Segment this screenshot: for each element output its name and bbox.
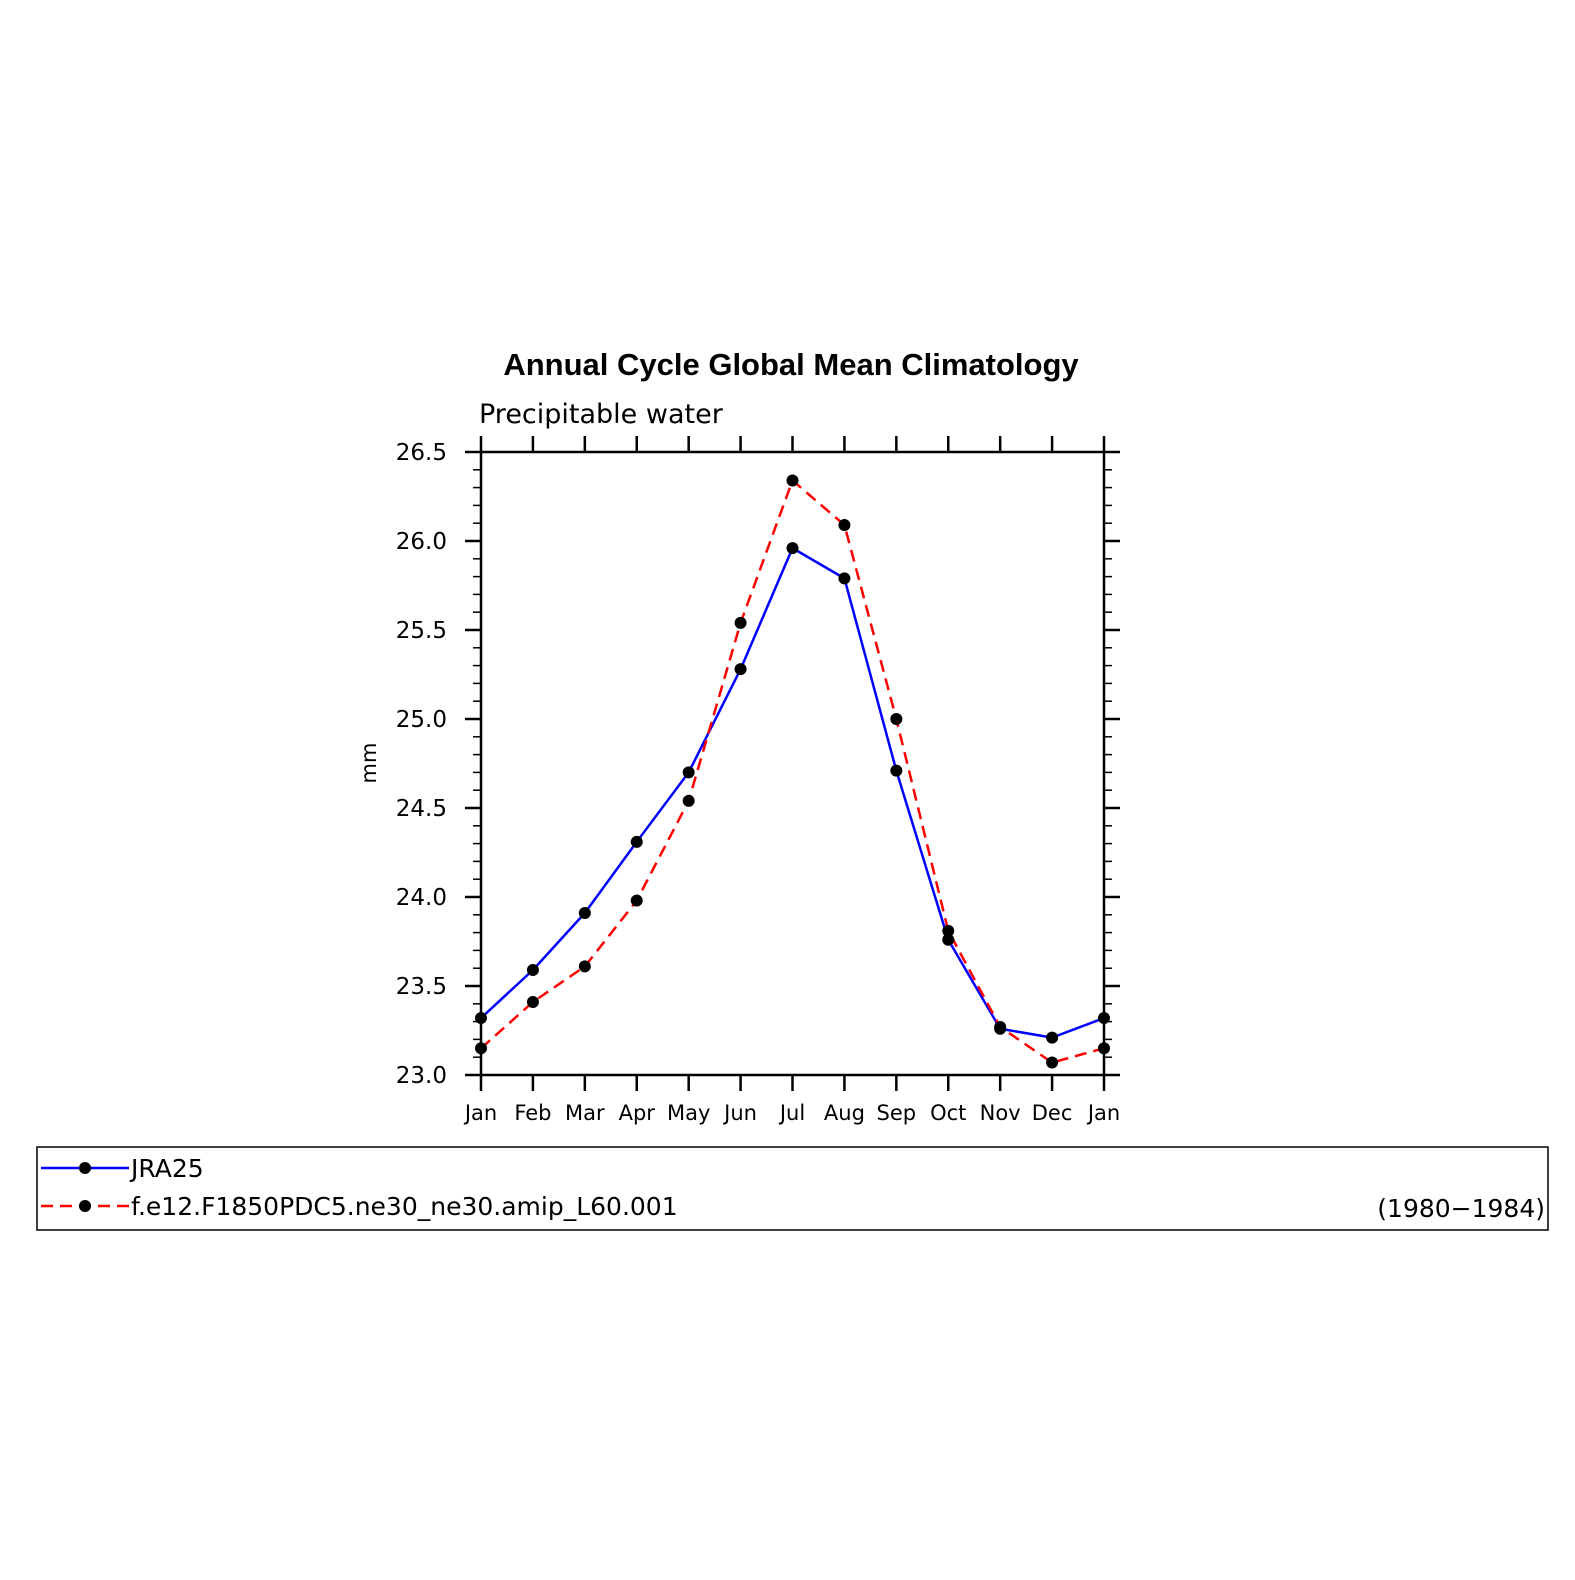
legend-box bbox=[36, 1146, 1549, 1231]
x-tick-label: May bbox=[667, 1101, 710, 1125]
x-tick-label: Jun bbox=[722, 1101, 757, 1125]
y-tick-label: 25.0 bbox=[396, 707, 447, 733]
data-point-series-2 bbox=[526, 996, 539, 1009]
series-line-1 bbox=[480, 546, 1105, 1039]
x-tick-label: Feb bbox=[514, 1101, 551, 1125]
data-point-series-1 bbox=[1098, 1012, 1110, 1025]
data-point-series-1 bbox=[682, 766, 695, 779]
data-point-series-2 bbox=[578, 960, 591, 973]
data-point-series-1 bbox=[475, 1012, 487, 1025]
data-point-series-2 bbox=[942, 924, 955, 937]
y-tick-label: 26.5 bbox=[396, 440, 447, 466]
series-layer bbox=[475, 474, 1110, 1069]
data-point-series-2 bbox=[1046, 1056, 1059, 1069]
y-axis: 23.0 23.5 24.0 24.5 25.0 25.5 26.0 26.5 bbox=[396, 440, 1120, 1089]
data-point-series-1 bbox=[526, 963, 539, 976]
y-tick-label: 26.0 bbox=[396, 529, 447, 555]
x-tick-label: Dec bbox=[1032, 1101, 1073, 1125]
x-axis: Jan Feb Mar Apr May Jun Jul Aug Sep Oct Nov Dec Jan bbox=[463, 436, 1120, 1125]
y-tick-label: 24.0 bbox=[396, 885, 447, 911]
data-point-series-2 bbox=[734, 616, 747, 629]
data-point-series-1 bbox=[786, 542, 799, 555]
x-tick-label: Jan bbox=[1086, 1101, 1120, 1125]
data-point-series-2 bbox=[786, 474, 799, 487]
chart-subtitle: Precipitable water bbox=[479, 399, 724, 430]
data-point-series-2 bbox=[682, 794, 695, 807]
x-tick-label: Oct bbox=[930, 1101, 966, 1125]
x-tick-label: Aug bbox=[824, 1101, 865, 1125]
x-tick-label: Apr bbox=[619, 1101, 656, 1125]
chart-title: Annual Cycle Global Mean Climatology bbox=[503, 347, 1079, 382]
data-point-series-2 bbox=[838, 518, 851, 531]
legend-marker-1 bbox=[79, 1162, 91, 1174]
data-point-series-1 bbox=[942, 933, 955, 946]
data-point-series-1 bbox=[1046, 1031, 1059, 1044]
legend: JRA25 f.e12.F1850PDC5.ne30_ne30.amip_L60.… bbox=[41, 1154, 678, 1221]
data-point-series-1 bbox=[630, 835, 643, 848]
data-point-series-1 bbox=[734, 663, 747, 676]
series-line-2 bbox=[480, 479, 1105, 1064]
x-tick-label: Sep bbox=[877, 1101, 917, 1125]
x-tick-label: Jan bbox=[463, 1101, 497, 1125]
legend-label-2: f.e12.F1850PDC5.ne30_ne30.amip_L60.001 bbox=[131, 1192, 678, 1221]
x-tick-label: Nov bbox=[980, 1101, 1021, 1125]
legend-marker-2 bbox=[79, 1200, 91, 1212]
data-point-series-1 bbox=[890, 764, 903, 777]
data-point-series-2 bbox=[630, 894, 643, 907]
x-tick-label: Mar bbox=[565, 1101, 605, 1125]
data-point-series-2 bbox=[994, 1020, 1007, 1033]
legend-label-1: JRA25 bbox=[129, 1154, 204, 1183]
data-point-series-1 bbox=[578, 907, 591, 920]
y-tick-label: 24.5 bbox=[396, 796, 447, 822]
data-point-series-2 bbox=[475, 1042, 487, 1055]
legend-period-note: (1980−1984) bbox=[1377, 1194, 1545, 1223]
y-tick-label: 23.0 bbox=[396, 1063, 447, 1089]
data-point-series-2 bbox=[1098, 1042, 1110, 1055]
data-point-series-1 bbox=[838, 572, 851, 585]
x-tick-label: Jul bbox=[778, 1101, 805, 1125]
y-tick-label: 23.5 bbox=[396, 974, 447, 1000]
y-tick-label: 25.5 bbox=[396, 618, 447, 644]
y-axis-label: mm bbox=[357, 743, 381, 784]
data-point-series-2 bbox=[890, 713, 903, 725]
